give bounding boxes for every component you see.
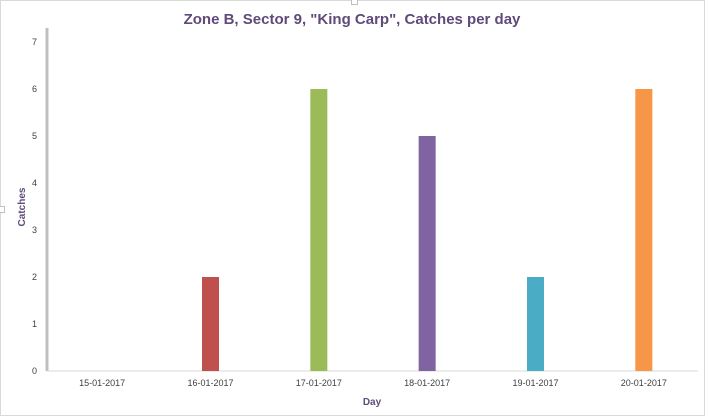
resize-handle-top[interactable] [351,0,358,5]
x-tick-label: 20-01-2017 [621,378,667,388]
x-tick-label: 17-01-2017 [296,378,342,388]
y-tick-label: 6 [32,84,37,94]
y-tick-label: 5 [32,131,37,141]
bar-19-01-2017[interactable] [527,277,544,371]
bar-18-01-2017[interactable] [418,136,436,371]
y-tick-label: 2 [32,272,37,282]
x-tick-label: 15-01-2017 [79,378,125,388]
resize-handle-left[interactable] [0,206,5,213]
x-tick-label: 18-01-2017 [404,378,450,388]
x-tick-label: 19-01-2017 [512,378,558,388]
x-tick-label: 16-01-2017 [187,378,233,388]
bar-17-01-2017[interactable] [310,89,328,371]
y-axis-title: Catches [17,187,28,226]
x-axis-ticks: 15-01-2017 16-01-2017 17-01-2017 18-01-2017… [79,378,667,388]
bar-20-01-2017[interactable] [635,89,653,371]
y-tick-label: 0 [32,366,37,376]
y-tick-label: 7 [32,37,37,47]
bar-16-01-2017[interactable] [202,277,219,371]
x-axis-title: Day [363,397,382,408]
y-tick-label: 1 [32,319,37,329]
bars-group [202,89,653,371]
chart-title: Zone B, Sector 9, "King Carp", Catches p… [184,11,521,28]
y-tick-label: 4 [32,178,37,188]
y-axis-ticks: 0 1 2 3 4 5 6 7 [32,37,37,376]
y-tick-label: 3 [32,225,37,235]
